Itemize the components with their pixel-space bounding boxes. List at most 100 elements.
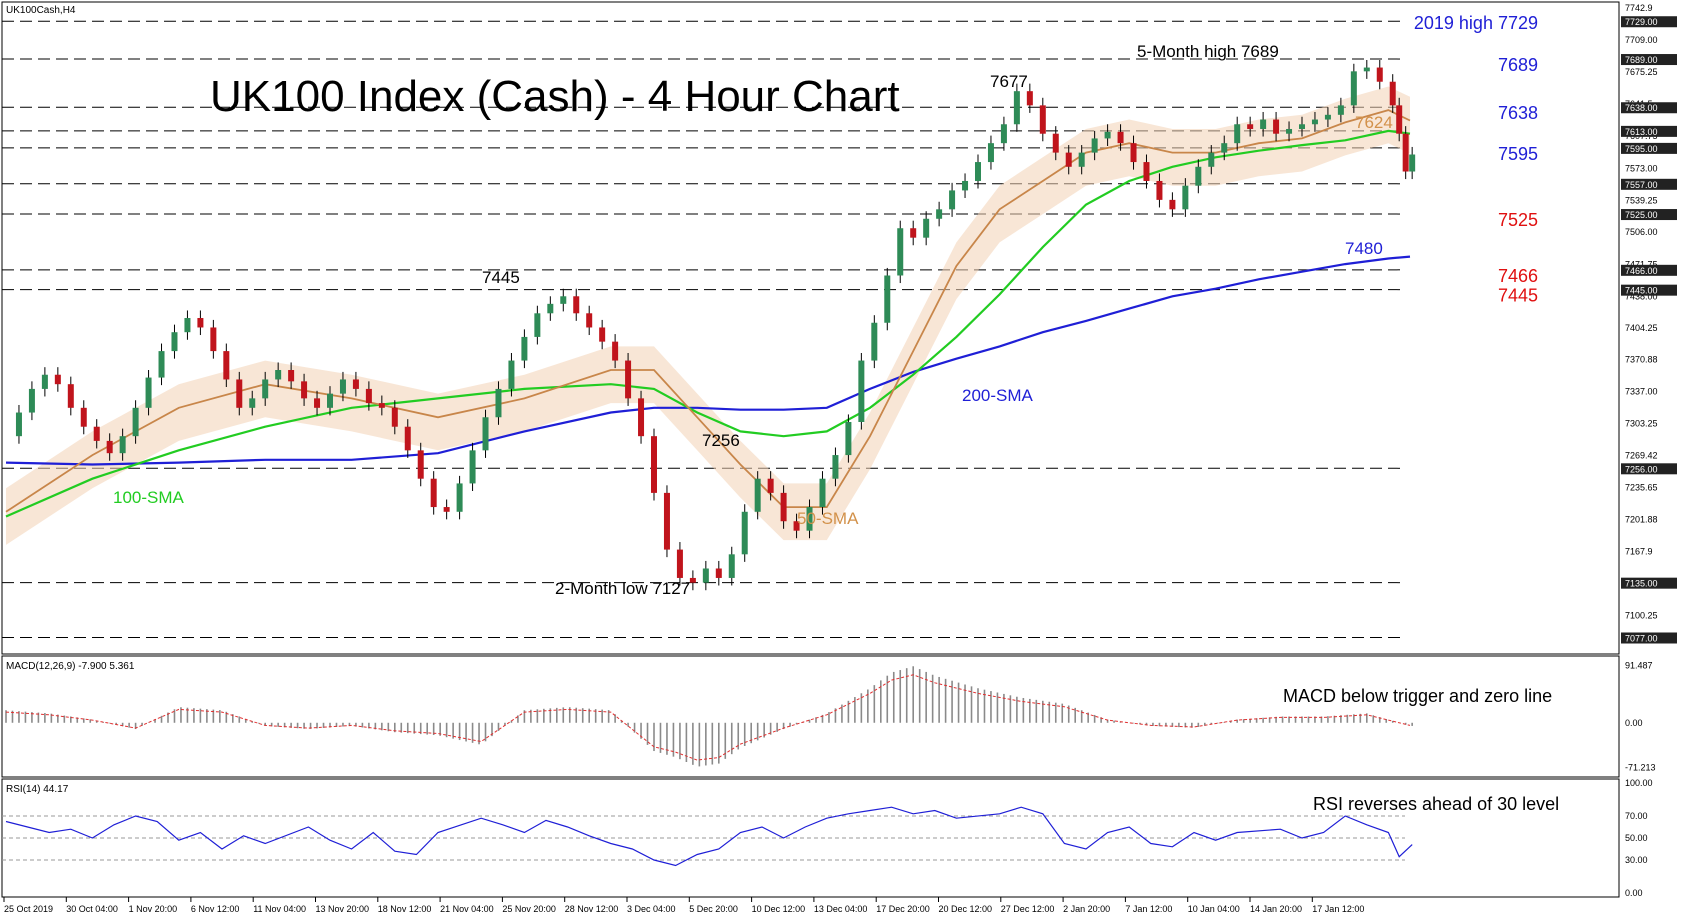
candle-body <box>288 370 295 382</box>
chart-annotation: 50-SMA <box>797 509 859 528</box>
candle-body <box>301 381 308 399</box>
candle-body <box>145 377 152 408</box>
candle-body <box>599 327 606 342</box>
candle-body <box>1052 133 1059 153</box>
candle-body <box>897 228 904 276</box>
x-tick-label: 10 Dec 12:00 <box>752 904 806 914</box>
candle-body <box>1078 152 1085 167</box>
price-tick-label: 7573.00 <box>1625 164 1658 174</box>
candle-body <box>612 341 619 361</box>
candle-body <box>1311 119 1318 125</box>
level-label: 7445 <box>1498 286 1538 306</box>
candle-body <box>1104 131 1111 139</box>
candle-body <box>495 388 502 418</box>
rsi-layer: 100.00 70.00 50.00 30.00 0.00 <box>2 778 1653 898</box>
candle-body <box>1324 114 1331 120</box>
candle-body <box>67 384 74 408</box>
rsi-tick-label: 100.00 <box>1625 778 1653 788</box>
candle-body <box>210 327 217 352</box>
candle-body <box>391 407 398 427</box>
candle-body <box>171 332 178 352</box>
macd-annotation: MACD below trigger and zero line <box>1283 686 1552 706</box>
x-tick-label: 13 Dec 04:00 <box>814 904 868 914</box>
candle-body <box>236 379 243 408</box>
candle-body <box>132 407 139 437</box>
candle-body <box>28 388 35 413</box>
candle-body <box>352 379 359 389</box>
price-tag-box <box>1621 264 1677 276</box>
candle-body <box>949 190 956 210</box>
candle-body <box>780 492 787 522</box>
x-tick-label: 13 Nov 20:00 <box>316 904 370 914</box>
level-label: 7595 <box>1498 144 1538 164</box>
price-tick-label: 7471.75 <box>1625 259 1658 269</box>
candle-body <box>404 426 411 451</box>
price-tag-label: 7638.00 <box>1625 103 1658 113</box>
x-tick-label: 10 Jan 04:00 <box>1188 904 1240 914</box>
candle-body <box>832 455 839 479</box>
price-tag-box <box>1621 632 1677 644</box>
candle-body <box>1013 91 1020 125</box>
price-tag-box <box>1621 54 1677 66</box>
candle-body <box>197 318 204 328</box>
candle-body <box>676 549 683 578</box>
x-tick-label: 21 Nov 04:00 <box>440 904 494 914</box>
candle-body <box>560 296 567 304</box>
chart-annotation: 7677 <box>990 72 1028 91</box>
x-tick-label: 14 Jan 20:00 <box>1250 904 1302 914</box>
candle-body <box>1247 124 1254 129</box>
candle-body <box>819 478 826 508</box>
candle-body <box>482 417 489 451</box>
candle-body <box>1376 67 1383 82</box>
candle-body <box>1396 105 1403 134</box>
candle-body <box>430 478 437 508</box>
chart-annotation: 2-Month low 7127 <box>555 579 690 598</box>
chart-annotation: 7624 <box>1355 113 1393 132</box>
candle-body <box>184 318 191 333</box>
candle-body <box>1169 199 1176 210</box>
x-tick-label: 28 Nov 12:00 <box>565 904 619 914</box>
candle-body <box>54 374 61 385</box>
rsi-label: RSI(14) 44.17 <box>6 784 69 795</box>
x-tick-label: 25 Oct 2019 <box>4 904 53 914</box>
candle-body <box>1208 152 1215 167</box>
candle-body <box>975 162 981 181</box>
price-tag-box <box>1621 209 1677 221</box>
candle-body <box>223 351 230 380</box>
price-tick-label: 7370.88 <box>1625 355 1658 365</box>
candle-body <box>793 521 800 531</box>
price-tick-label: 7506.00 <box>1625 227 1658 237</box>
candle-body <box>456 483 463 512</box>
price-tick-label: 7337.00 <box>1625 387 1658 397</box>
price-tag-label: 7613.00 <box>1625 127 1658 137</box>
x-tick-label: 6 Nov 12:00 <box>191 904 240 914</box>
price-tag-box <box>1621 16 1677 28</box>
x-tick-label: 1 Nov 20:00 <box>129 904 178 914</box>
candle-body <box>767 478 774 493</box>
candle-body <box>936 209 943 219</box>
candle-body <box>1026 91 1033 106</box>
candle-body <box>923 218 930 238</box>
chart-annotation: 100-SMA <box>113 488 185 507</box>
candle-body <box>1409 154 1416 172</box>
chart-annotation: 7445 <box>482 268 520 287</box>
candle-body <box>378 403 385 408</box>
x-tick-label: 18 Nov 12:00 <box>378 904 432 914</box>
price-tick-label: 7404.25 <box>1625 323 1658 333</box>
macd-panel <box>1 655 1620 778</box>
x-tick-label: 2 Jan 20:00 <box>1063 904 1110 914</box>
candle-body <box>1091 138 1098 153</box>
candle-body <box>106 440 113 454</box>
chart-annotation: 200-SMA <box>962 386 1034 405</box>
price-tag-label: 7689.00 <box>1625 55 1658 65</box>
x-axis: 25 Oct 2019 30 Oct 04:00 1 Nov 20:00 6 Nov … <box>3 897 1364 914</box>
candle-body <box>625 360 632 399</box>
x-tick-label: 25 Nov 20:00 <box>502 904 556 914</box>
candle-body <box>871 322 878 361</box>
macd-label: MACD(12,26,9) -7.900 5.361 <box>6 661 135 672</box>
price-tag-label: 7595.00 <box>1625 144 1658 154</box>
price-tick-label: 7201.88 <box>1625 514 1658 524</box>
candle-body <box>586 313 593 328</box>
candle-body <box>1363 67 1370 72</box>
price-tag-box <box>1621 142 1677 154</box>
